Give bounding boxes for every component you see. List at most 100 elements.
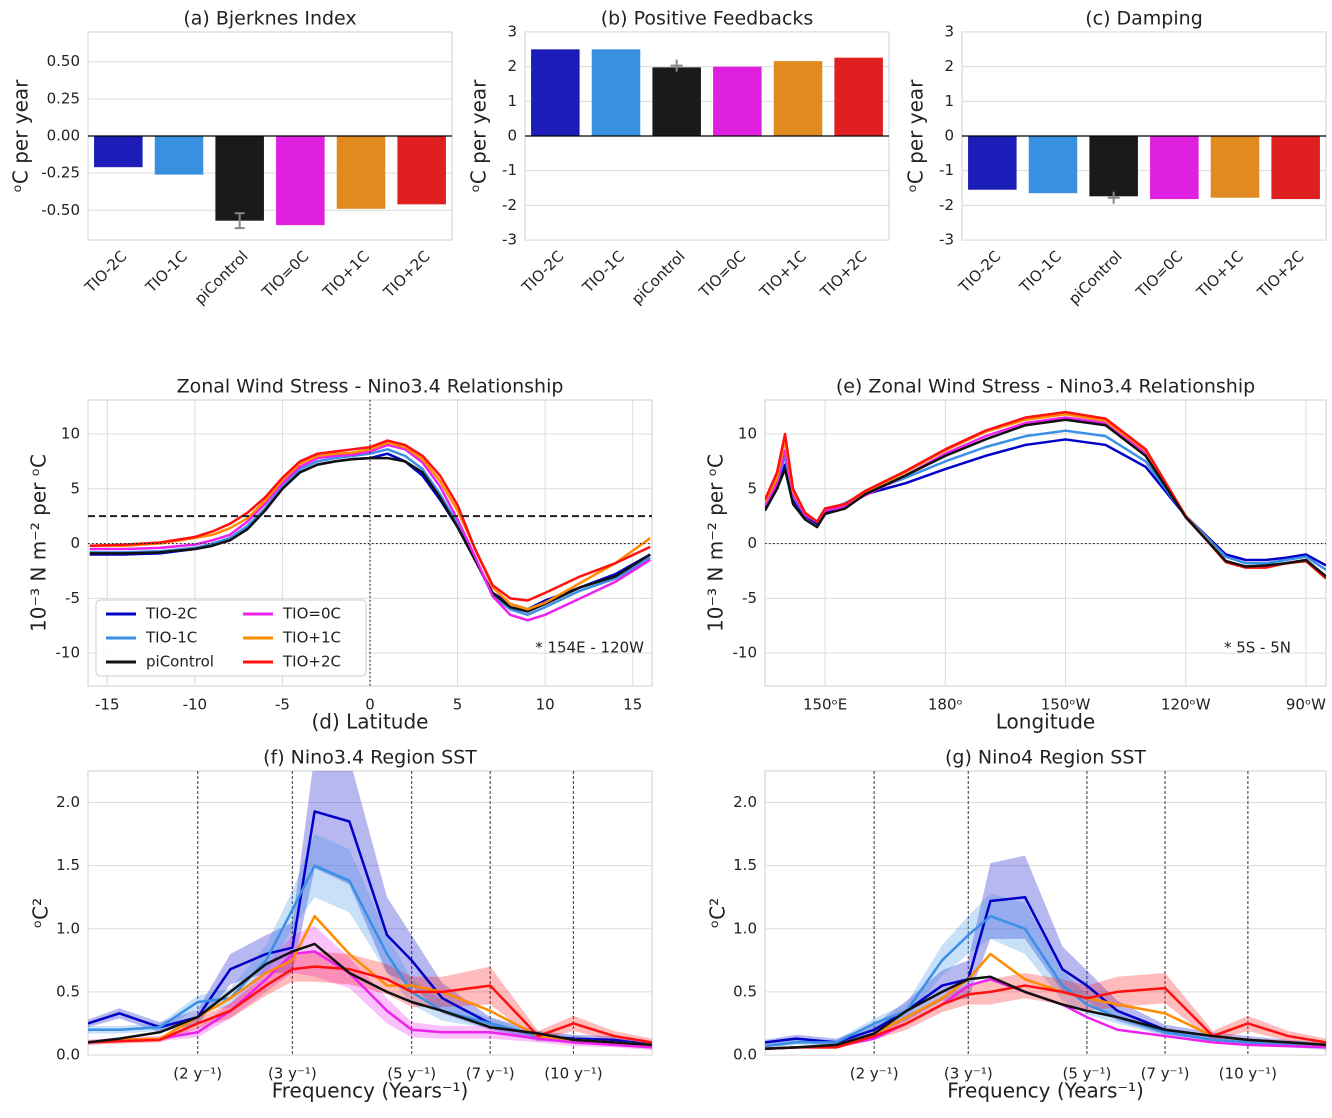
x-tick-label: -5 xyxy=(275,696,290,714)
y-tick-label: -5 xyxy=(742,589,757,607)
x-tick-label: (10 y⁻¹) xyxy=(544,1065,602,1083)
plot-area xyxy=(764,770,1327,1056)
x-tick-label: TIO-2C xyxy=(81,247,131,297)
chart-title: (f) Nino3.4 Region SST xyxy=(263,747,477,769)
legend-label: TIO+2C xyxy=(282,653,341,671)
bar xyxy=(834,57,883,136)
y-tick-label: 2 xyxy=(944,57,954,75)
spread-band xyxy=(88,926,652,1050)
x-tick-label: 10 xyxy=(536,696,555,714)
y-axis-label: 10⁻³ N m⁻² per ᵒC xyxy=(704,454,728,632)
y-tick-label: 0.0 xyxy=(733,1046,757,1064)
spread-band xyxy=(765,855,1326,1048)
y-tick-label: 0 xyxy=(944,127,954,145)
y-tick-label: -0.50 xyxy=(41,201,80,219)
y-tick-label: -3 xyxy=(502,231,517,249)
y-tick-label: 2.0 xyxy=(733,793,757,811)
chart-title: (c) Damping xyxy=(1085,8,1203,30)
spread-band xyxy=(88,771,652,1048)
bar xyxy=(1028,136,1078,194)
x-tick-label: TIO-1C xyxy=(1015,247,1065,297)
series-line xyxy=(88,914,652,1047)
bar xyxy=(1150,136,1199,200)
series-line xyxy=(89,443,651,622)
x-tick-label: 180ᵒ xyxy=(928,696,963,714)
legend-label: TIO=0C xyxy=(282,605,341,623)
y-tick-label: -10 xyxy=(733,644,758,662)
y-tick-label: 0.5 xyxy=(56,982,80,1000)
bar xyxy=(215,136,264,221)
x-tick-label: (7 y⁻¹) xyxy=(1141,1065,1190,1083)
marker xyxy=(670,59,683,72)
x-tick-label: TIO-2C xyxy=(955,247,1005,297)
bar xyxy=(336,136,386,209)
y-tick-label: 10 xyxy=(738,424,757,442)
series-line xyxy=(765,418,1326,578)
x-tick-label: TIO=0C xyxy=(258,247,312,301)
series-line xyxy=(89,448,651,617)
plot xyxy=(88,61,452,230)
y-tick-label: 5 xyxy=(70,479,80,497)
plot-area xyxy=(87,770,653,1056)
y-tick-label: 0.5 xyxy=(733,982,757,1000)
x-tick-label: (3 y⁻¹) xyxy=(268,1065,317,1083)
bar xyxy=(773,61,823,137)
x-tick-label: (2 y⁻¹) xyxy=(173,1065,222,1083)
legend-label: TIO+1C xyxy=(282,629,341,647)
y-tick-label: -1 xyxy=(939,161,954,179)
chart-title: (b) Positive Feedbacks xyxy=(601,8,814,30)
legend-label: piControl xyxy=(146,653,214,671)
bar xyxy=(94,136,143,168)
x-tick-label: (3 y⁻¹) xyxy=(944,1065,993,1083)
y-tick-label: -5 xyxy=(65,589,80,607)
bar xyxy=(397,136,446,205)
x-tick-label: TIO+1C xyxy=(1193,247,1247,301)
y-tick-label: 1.5 xyxy=(56,856,80,874)
x-tick-label: TIO-2C xyxy=(518,247,568,297)
plot xyxy=(88,771,652,1055)
chart-title: (a) Bjerknes Index xyxy=(183,8,356,30)
x-tick-label: (2 y⁻¹) xyxy=(850,1065,899,1083)
y-tick-label: 0 xyxy=(507,127,517,145)
x-tick-label: TIO-1C xyxy=(578,247,628,297)
legend-label: TIO-1C xyxy=(145,629,197,647)
chart-title: Zonal Wind Stress - Nino3.4 Relationship xyxy=(177,376,564,398)
chart-title: (e) Zonal Wind Stress - Nino3.4 Relation… xyxy=(836,376,1255,398)
y-axis-label: ᵒC² xyxy=(706,898,730,928)
x-axis-label: Longitude xyxy=(996,710,1095,734)
x-tick-label: TIO+2C xyxy=(1253,247,1307,301)
chart-title: (g) Nino4 Region SST xyxy=(945,747,1146,769)
x-tick-label: 150ᵒE xyxy=(803,696,847,714)
annotation: * 5S - 5N xyxy=(1224,639,1291,657)
y-axis-label: ᵒC² xyxy=(29,898,53,928)
x-tick-label: (7 y⁻¹) xyxy=(466,1065,515,1083)
y-tick-label: 0.0 xyxy=(56,1046,80,1064)
y-tick-label: 2 xyxy=(507,57,517,75)
x-tick-label: (10 y⁻¹) xyxy=(1219,1065,1277,1083)
series-line xyxy=(89,439,651,602)
x-tick-label: TIO-1C xyxy=(141,247,191,297)
y-tick-label: 5 xyxy=(747,479,757,497)
series-line xyxy=(765,975,1326,1050)
y-tick-label: -0.25 xyxy=(41,164,80,182)
x-tick-label: 150ᵒW xyxy=(1041,696,1091,714)
y-tick-label: -1 xyxy=(502,161,517,179)
y-axis-label: 10⁻³ N m⁻² per ᵒC xyxy=(27,454,51,632)
x-tick-label: -15 xyxy=(95,696,120,714)
x-axis-label: (d) Latitude xyxy=(312,710,429,734)
y-tick-label: 3 xyxy=(944,23,954,41)
y-tick-label: -3 xyxy=(939,231,954,249)
x-axis-label: Frequency (Years⁻¹) xyxy=(272,1079,469,1103)
x-tick-label: TIO+1C xyxy=(319,247,373,301)
x-axis-label: Frequency (Years⁻¹) xyxy=(947,1079,1144,1103)
bar xyxy=(276,136,325,226)
x-tick-label: TIO+2C xyxy=(379,247,433,301)
y-tick-label: 0 xyxy=(70,534,80,552)
x-tick-label: 0 xyxy=(365,696,375,714)
x-tick-label: (5 y⁻¹) xyxy=(1062,1065,1111,1083)
series-line xyxy=(765,410,1326,580)
y-tick-label: 0.25 xyxy=(47,89,80,107)
x-tick-label: 120ᵒW xyxy=(1161,696,1211,714)
annotation: * 154E - 120W xyxy=(535,639,644,657)
bar xyxy=(531,49,580,137)
